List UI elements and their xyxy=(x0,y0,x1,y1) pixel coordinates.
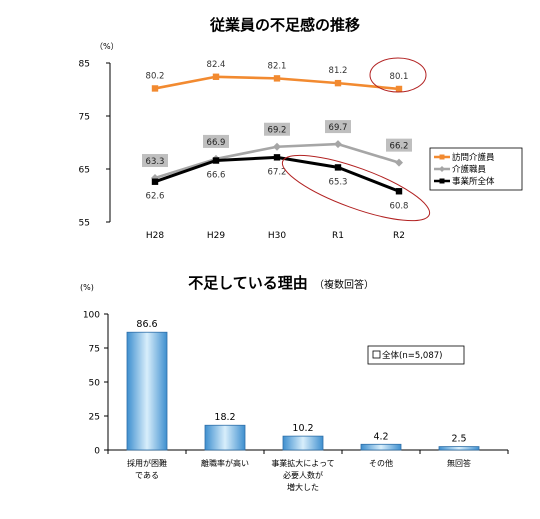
data-label-caregiver: 69.7 xyxy=(329,123,348,133)
bar-y-tick-label: 0 xyxy=(94,447,100,457)
bar-category-label: 採用が困難 xyxy=(127,458,167,468)
line-y-tick-label: 55 xyxy=(79,219,90,229)
bar-category-label: 事業拡大によって xyxy=(271,458,334,468)
bar-value-label: 86.6 xyxy=(136,319,157,330)
bar-y-tick-label: 75 xyxy=(89,345,100,355)
data-label-total: 66.6 xyxy=(207,171,226,181)
line-y-tick-label: 75 xyxy=(79,113,90,123)
line-chart: 従業員の不足感の推移 （%） 55 65 75 85 H28 H29 H30 R1 R2 80… xyxy=(79,16,523,241)
bar xyxy=(360,443,402,451)
legend-marker-1 xyxy=(439,166,445,172)
bar-legend-swatch xyxy=(372,350,381,359)
bar-chart-y-unit: (%) xyxy=(80,283,94,292)
line-y-tick-label: 85 xyxy=(79,60,90,70)
bar-category-label: その他 xyxy=(369,458,393,468)
data-label-caregiver: 69.2 xyxy=(268,126,287,136)
legend-marker-2 xyxy=(439,178,445,184)
series-point-0 xyxy=(273,75,281,82)
data-label-caregiver: 63.3 xyxy=(146,157,165,167)
bar-chart-title: 不足している理由 xyxy=(188,274,308,292)
bar-chart-y-ticks: 0 25 50 75 100 xyxy=(83,311,509,457)
bar-chart-legend: 全体(n=5,087) xyxy=(367,345,465,365)
data-label-visiting: 81.2 xyxy=(329,66,348,76)
bar xyxy=(126,331,168,451)
series-point-2 xyxy=(212,157,220,164)
legend-label-1: 介護職員 xyxy=(452,164,487,175)
bar-legend-box xyxy=(367,345,465,365)
data-label-caregiver: 66.2 xyxy=(390,142,409,152)
data-label-visiting: 80.2 xyxy=(146,71,165,81)
data-label-box-caregiver xyxy=(264,122,290,136)
bar-category-label: である xyxy=(135,471,159,480)
data-label-total: 65.3 xyxy=(329,177,348,187)
data-label-visiting: 80.1 xyxy=(390,72,409,82)
data-label-box-caregiver xyxy=(203,134,229,148)
series-point-2 xyxy=(151,178,159,185)
bar-category-label: 離職率が高い xyxy=(201,458,249,468)
line-chart-title: 従業員の不足感の推移 xyxy=(209,16,360,34)
bar-value-label: 18.2 xyxy=(214,412,235,423)
legend-marker-0 xyxy=(439,154,445,160)
line-y-tick-label: 65 xyxy=(79,166,90,176)
series-point-0 xyxy=(151,85,159,92)
series-point-1 xyxy=(334,140,342,149)
bar-y-tick-label: 25 xyxy=(89,413,100,423)
line-chart-x-ticks: H28 H29 H30 R1 R2 xyxy=(146,231,405,241)
highlight-ellipse-visiting xyxy=(369,57,427,93)
bar-y-tick-label: 50 xyxy=(89,379,101,389)
line-x-tick-label: H28 xyxy=(146,231,164,241)
bar-value-label: 2.5 xyxy=(451,434,466,445)
line-chart-y-unit: （%） xyxy=(95,42,119,51)
bar-value-label: 4.2 xyxy=(373,431,388,442)
data-label-total: 62.6 xyxy=(146,192,165,202)
bar-legend-label: 全体(n=5,087) xyxy=(382,350,442,361)
bar xyxy=(438,446,480,451)
series-point-0 xyxy=(395,85,403,93)
data-label-caregiver: 66.9 xyxy=(207,138,226,148)
bar-chart-value-labels: 86.6 18.2 10.2 4.2 2.5 xyxy=(136,319,466,444)
highlight-ellipse-total xyxy=(281,154,431,222)
bar-chart-bars xyxy=(126,331,480,451)
series-point-2 xyxy=(395,188,403,195)
data-label-total: 60.8 xyxy=(390,201,409,211)
line-chart-data-labels: 80.2 82.4 82.1 81.2 80.1 63.3 66.9 69.2 69.7 66.2… xyxy=(142,60,412,211)
line-x-tick-label: R1 xyxy=(332,231,344,241)
bar-category-label: 無回答 xyxy=(447,458,471,468)
data-label-box-caregiver xyxy=(386,138,412,152)
bar xyxy=(282,435,324,451)
series-point-1 xyxy=(395,158,403,167)
legend-label-0: 訪問介護員 xyxy=(452,152,495,163)
bar-y-tick-label: 100 xyxy=(83,311,100,321)
line-chart-y-ticks: 55 65 75 85 xyxy=(79,60,110,229)
bar-category-label: 増大した xyxy=(287,482,319,492)
series-point-2 xyxy=(334,164,342,171)
bar xyxy=(204,424,246,451)
bar-category-label: 必要人数が xyxy=(283,470,323,480)
data-label-visiting: 82.4 xyxy=(207,60,226,70)
data-label-total: 67.2 xyxy=(268,167,287,177)
bar-chart: 不足している理由 （複数回答） (%) 0 25 50 75 100 86.6 18.2 1… xyxy=(80,274,509,492)
line-x-tick-label: R2 xyxy=(393,231,405,241)
line-chart-series xyxy=(151,73,403,195)
data-label-box-caregiver xyxy=(142,154,168,168)
series-point-1 xyxy=(273,142,281,151)
line-x-tick-label: H30 xyxy=(268,231,286,241)
series-point-2 xyxy=(273,154,281,161)
line-x-tick-label: H29 xyxy=(207,231,225,241)
legend-label-2: 事業所全体 xyxy=(452,176,495,187)
bar-value-label: 10.2 xyxy=(292,423,313,434)
series-point-0 xyxy=(334,79,342,87)
bar-chart-subtitle: （複数回答） xyxy=(314,278,374,291)
data-label-visiting: 82.1 xyxy=(268,61,287,71)
data-label-box-caregiver xyxy=(325,120,351,134)
series-point-0 xyxy=(212,73,220,80)
